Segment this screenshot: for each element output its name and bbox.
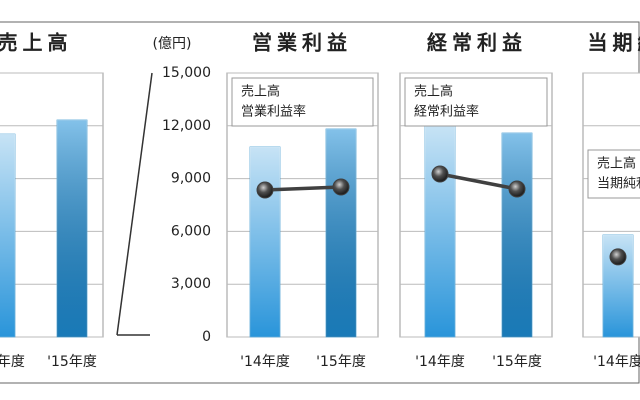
x-tick-label: '14年度	[593, 354, 640, 370]
unit-label: (億円)	[153, 36, 192, 52]
legend-box	[231, 77, 374, 127]
line-marker	[256, 181, 274, 199]
bar	[249, 146, 281, 338]
x-tick-label: '14年度	[240, 354, 290, 370]
y-tick-label: 12,000	[162, 118, 211, 134]
panel-title: 当期純利益	[588, 31, 640, 55]
x-tick-label: '15年度	[316, 354, 366, 370]
y-tick-label: 0	[202, 329, 211, 345]
x-tick-label: '15年度	[47, 354, 97, 370]
panel-title: 営業利益	[252, 31, 352, 55]
legend-label: 売上高	[414, 84, 453, 100]
bar	[424, 125, 456, 338]
legend-box	[587, 149, 640, 199]
bar	[325, 128, 357, 338]
panel-title: 売上高	[0, 31, 73, 55]
panel-box	[0, 72, 104, 338]
x-tick-label: '15年度	[492, 354, 542, 370]
line	[264, 185, 342, 192]
line-marker	[332, 178, 350, 196]
legend-label: 売上高	[241, 84, 280, 100]
line-marker	[508, 180, 526, 198]
line-marker	[431, 165, 449, 183]
zoom-line	[116, 72, 153, 336]
x-tick-label: '14年度	[0, 354, 25, 370]
line-marker	[609, 248, 627, 266]
bar	[56, 119, 88, 338]
y-tick-label: 3,000	[171, 276, 211, 292]
x-tick-label: '14年度	[415, 354, 465, 370]
y-tick-label: 6,000	[171, 223, 211, 239]
legend-label: 営業利益率	[241, 104, 306, 120]
y-tick-label: 9,000	[171, 171, 211, 187]
legend-label: 売上高	[597, 156, 636, 172]
bar	[501, 132, 533, 338]
panel-title: 経常利益	[427, 31, 527, 55]
y-tick-label: 15,000	[162, 65, 211, 81]
legend-label: 当期純利益率	[597, 176, 640, 192]
bar	[0, 133, 16, 338]
legend-label: 経常利益率	[414, 104, 479, 120]
line	[439, 172, 518, 191]
legend-box	[404, 77, 548, 127]
